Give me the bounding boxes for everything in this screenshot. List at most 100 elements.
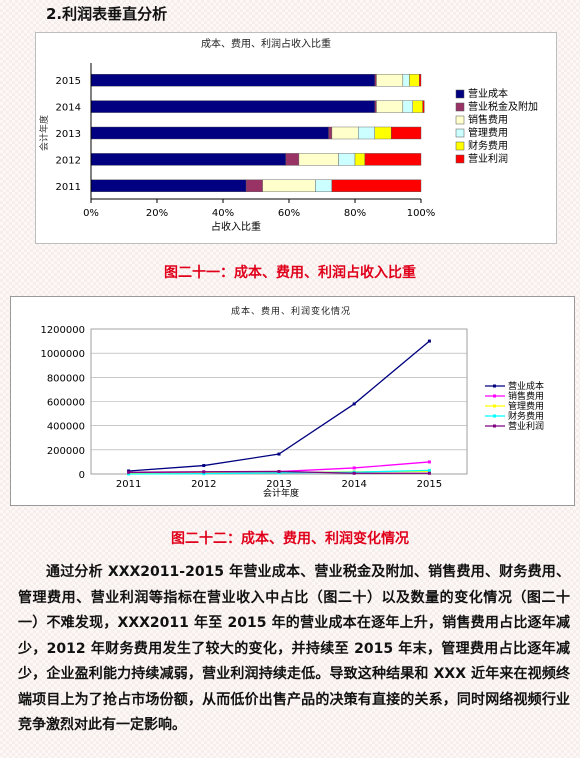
- y-category-label: 2012: [56, 155, 81, 166]
- legend-marker: [493, 394, 496, 398]
- data-point: [352, 471, 356, 475]
- legend-label: 营业成本: [468, 87, 508, 100]
- legend-swatch: [455, 102, 465, 112]
- bar-segment: [374, 100, 377, 113]
- legend-label: 财务费用: [468, 139, 508, 152]
- bar-segment: [331, 126, 359, 140]
- legend-swatch: [455, 115, 465, 125]
- bar-segment: [409, 74, 420, 87]
- line-chart: 成本、费用、利润变化情况 0 200000 400000 600000 800000 100…: [10, 296, 575, 506]
- bar-segment: [285, 153, 300, 166]
- x-tick-label: 2014: [341, 479, 366, 490]
- legend-label: 营业成本: [508, 380, 544, 392]
- legend-marker: [493, 414, 496, 418]
- x-tick-label: 40%: [212, 208, 234, 219]
- bar-segment: [90, 153, 286, 166]
- chart2-title: 成本、费用、利润变化情况: [231, 305, 351, 317]
- chart2-x-axis-title: 会计年度: [263, 487, 299, 499]
- bar-segment: [331, 179, 422, 193]
- y-tick-label: 400000: [47, 422, 85, 433]
- analysis-paragraph: 通过分析 XXX2011-2015 年营业成本、营业税金及附加、销售费用、财务费…: [18, 564, 570, 733]
- x-tick-label: 0%: [83, 208, 99, 219]
- bar-segment: [90, 100, 375, 113]
- x-tick-label: 2015: [417, 479, 442, 490]
- data-point: [427, 468, 431, 472]
- y-tick-label: 1200000: [40, 325, 85, 336]
- chart1-x-axis-title: 占收入比重: [211, 220, 261, 233]
- bar-segment: [358, 126, 375, 140]
- data-point: [127, 472, 131, 476]
- legend-label: 财务费用: [508, 410, 544, 422]
- y-category-label: 2014: [56, 103, 81, 114]
- bar-segment: [364, 153, 422, 166]
- bar-segment: [402, 74, 410, 87]
- bar-segment: [376, 100, 404, 113]
- bar-segment: [419, 74, 422, 87]
- legend-marker: [493, 404, 496, 408]
- y-category-label: 2011: [56, 182, 81, 193]
- bar-segment: [90, 126, 329, 140]
- x-tick-label: 2012: [191, 479, 216, 490]
- data-point: [202, 464, 206, 468]
- legend-label: 营业利润: [468, 152, 508, 165]
- x-tick-label: 60%: [278, 208, 300, 219]
- legend-marker: [493, 384, 496, 388]
- data-point: [277, 452, 281, 456]
- legend-label: 营业利润: [508, 420, 544, 432]
- bar-segment: [354, 153, 366, 166]
- data-point: [202, 470, 206, 474]
- stacked-bar-chart: 成本、费用、利润占收入比重 0% 20% 40% 60% 80% 100% 占收入比重 会计年度…: [35, 32, 557, 244]
- bar-segment: [245, 179, 263, 193]
- y-tick-label: 200000: [47, 446, 85, 457]
- y-category-label: 2013: [56, 129, 81, 140]
- data-point: [127, 470, 131, 474]
- bar-segment: [315, 179, 333, 193]
- data-point: [427, 460, 431, 464]
- data-point: [352, 402, 356, 406]
- bar-segment: [391, 126, 422, 140]
- bar-segment: [338, 153, 356, 166]
- y-tick-label: 1000000: [40, 349, 85, 360]
- bar-segment: [298, 153, 339, 166]
- legend-marker: [493, 424, 496, 428]
- y-category-label: 2015: [56, 76, 81, 87]
- bar-segment: [374, 74, 377, 87]
- x-tick-label: 2013: [266, 479, 291, 490]
- bar-segment: [376, 74, 404, 87]
- figure-21-caption: 图二十一：成本、费用、利润占收入比重: [164, 265, 416, 281]
- data-point: [427, 471, 431, 475]
- chart1-title: 成本、费用、利润占收入比重: [201, 37, 331, 50]
- legend-swatch: [455, 128, 465, 138]
- y-tick-label: 600000: [47, 398, 85, 409]
- line-chart-canvas: 成本、费用、利润变化情况 0 200000 400000 600000 800000 100…: [40, 305, 544, 499]
- x-tick-label: 80%: [344, 208, 366, 219]
- y-tick-label: 0: [79, 470, 85, 481]
- data-point: [352, 466, 356, 470]
- bar-segment: [90, 179, 247, 193]
- x-tick-label: 20%: [146, 208, 168, 219]
- bar-segment: [262, 179, 316, 193]
- bar-segment: [412, 100, 423, 113]
- legend-swatch: [455, 141, 465, 151]
- x-tick-label: 2011: [116, 479, 141, 490]
- data-point: [277, 469, 281, 473]
- bar-segment: [402, 100, 413, 113]
- legend-swatch: [455, 154, 465, 164]
- figure-22-caption: 图二十二：成本、费用、利润变化情况: [171, 531, 409, 547]
- stacked-bar-chart-canvas: 成本、费用、利润占收入比重 0% 20% 40% 60% 80% 100% 占收入比重 会计年度…: [38, 37, 538, 233]
- bar-segment: [328, 126, 333, 140]
- data-point: [202, 472, 206, 476]
- legend-label: 管理费用: [468, 126, 508, 139]
- section-heading: 2.利润表垂直分析: [46, 5, 168, 23]
- legend-label: 销售费用: [468, 113, 508, 126]
- legend-swatch: [455, 89, 465, 99]
- bar-segment: [374, 126, 392, 140]
- x-tick-label: 100%: [407, 208, 436, 219]
- legend-label: 营业税金及附加: [468, 100, 538, 113]
- bar-segment: [90, 74, 375, 87]
- legend-label: 销售费用: [508, 390, 544, 402]
- chart1-y-axis-title: 会计年度: [38, 115, 50, 151]
- data-point: [427, 339, 431, 343]
- bar-segment: [422, 100, 425, 113]
- y-tick-label: 800000: [47, 373, 85, 384]
